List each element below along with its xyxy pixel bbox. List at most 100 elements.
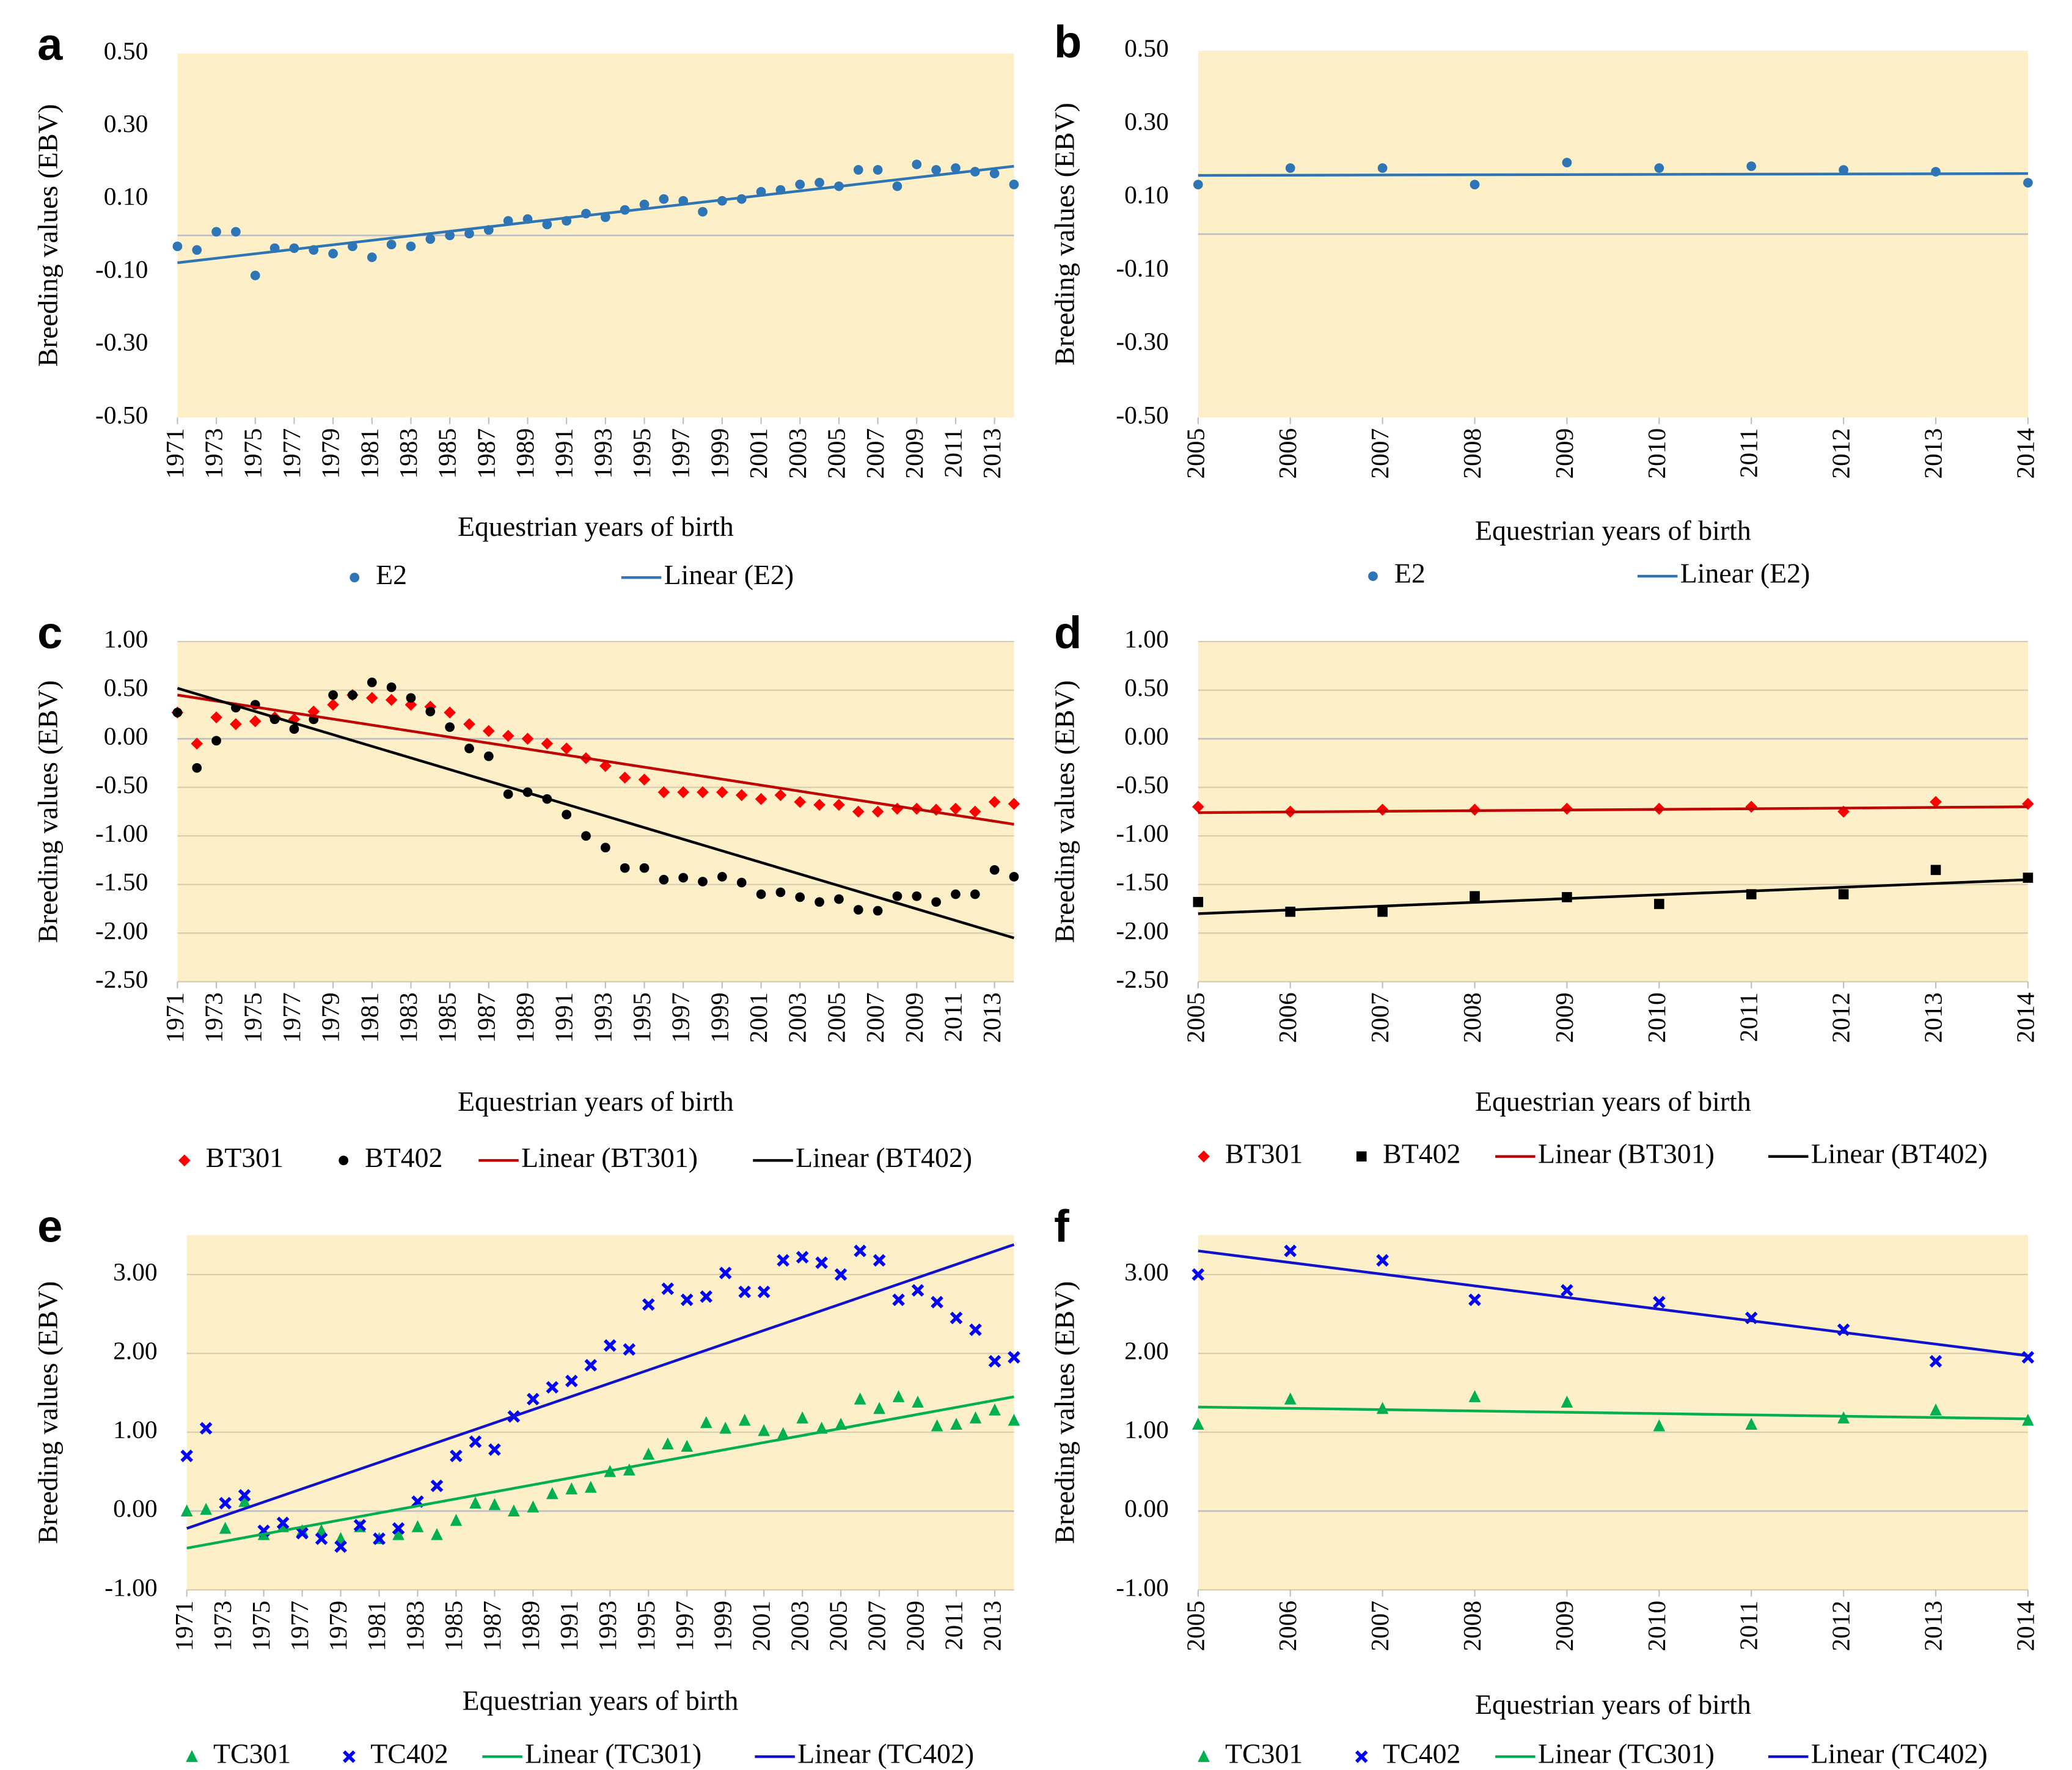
data-point (659, 194, 669, 204)
data-point (527, 1392, 540, 1406)
data-point (969, 1323, 982, 1336)
x-tick-label: 1975 (238, 428, 266, 479)
y-tick-label: 2.00 (113, 1337, 158, 1365)
data-point (756, 889, 766, 899)
legend-swatch (178, 1154, 191, 1167)
x-tick-label: 1987 (472, 992, 500, 1043)
data-point (560, 742, 573, 755)
data-point (892, 1293, 905, 1306)
data-point (777, 1427, 789, 1439)
data-point (1561, 1395, 1573, 1408)
data-point (425, 706, 436, 717)
data-point (463, 718, 475, 731)
data-point (386, 682, 397, 692)
data-point (642, 1447, 655, 1460)
data-point (681, 1439, 694, 1452)
x-tick-label: 1971 (170, 1601, 198, 1651)
data-point (541, 737, 554, 750)
x-tick-label: 2008 (1458, 1601, 1486, 1651)
data-point (430, 1479, 444, 1493)
data-point (796, 1411, 808, 1424)
y-tick-label: 3.00 (1124, 1258, 1169, 1286)
x-axis-title: Equestrian years of birth (1475, 1086, 1751, 1117)
x-tick-label: 1977 (285, 1601, 313, 1651)
x-tick-label: 2007 (863, 1601, 891, 1651)
data-point (1561, 1284, 1573, 1297)
x-tick-label: 1989 (511, 428, 539, 479)
data-point (623, 1343, 636, 1356)
y-tick-label: 0.50 (104, 37, 148, 65)
data-point (604, 1339, 617, 1352)
data-point (406, 693, 416, 703)
y-tick-label: -0.30 (95, 328, 148, 356)
x-tick-label: 1985 (433, 428, 461, 479)
data-point (192, 245, 202, 255)
y-tick-label: -1.50 (95, 868, 148, 896)
data-point (716, 786, 728, 799)
data-point (464, 744, 474, 753)
data-point (1839, 165, 1848, 175)
data-point (1008, 797, 1020, 810)
x-tick-label: 2007 (1366, 1601, 1394, 1651)
data-point (584, 1359, 598, 1372)
y-tick-label: 1.00 (1124, 1416, 1169, 1444)
x-axis-title: Equestrian years of birth (1475, 1689, 1751, 1720)
data-point (1468, 1390, 1481, 1402)
data-point (1193, 897, 1204, 907)
data-point (1468, 1293, 1481, 1306)
data-point (469, 1435, 482, 1448)
y-tick-label: -2.00 (1116, 916, 1168, 945)
y-tick-label: -0.10 (1116, 254, 1168, 282)
data-point (464, 229, 474, 239)
data-point (795, 180, 805, 189)
data-point (2023, 872, 2034, 883)
x-tick-label: 1997 (667, 992, 695, 1043)
data-point (1929, 1355, 1942, 1368)
data-point (508, 1504, 520, 1516)
data-point (892, 181, 902, 191)
trend-line (1198, 805, 2028, 814)
x-tick-label: 1973 (200, 428, 228, 479)
data-point (775, 887, 786, 898)
data-point (219, 1521, 232, 1534)
data-point (1377, 163, 1388, 173)
legend-label: E2 (1394, 558, 1426, 589)
x-tick-label: 2013 (1919, 428, 1947, 479)
data-point (231, 227, 241, 237)
y-tick-label: 0.50 (1124, 34, 1169, 62)
data-point (562, 810, 572, 820)
data-point (230, 718, 242, 731)
data-point (334, 1540, 347, 1553)
trend-line (1198, 1405, 2028, 1421)
x-tick-label: 2011 (940, 1601, 968, 1650)
y-tick-label: 1.00 (104, 625, 148, 653)
y-tick-label: 0.30 (1124, 108, 1169, 136)
y-tick-label: 0.30 (104, 109, 148, 137)
data-point (735, 789, 748, 802)
data-point (1192, 1268, 1205, 1281)
data-point (296, 1524, 309, 1537)
data-point (211, 736, 221, 746)
x-tick-label: 1977 (277, 992, 306, 1043)
data-point (659, 874, 669, 885)
data-point (1653, 1419, 1666, 1432)
x-tick-label: 1991 (550, 992, 578, 1043)
x-tick-label: 1999 (709, 1601, 737, 1651)
legend-swatch (343, 1750, 356, 1763)
data-point (172, 241, 183, 252)
legend-label: Linear (BT402) (796, 1142, 972, 1173)
data-point (871, 805, 884, 818)
data-point (1930, 865, 1941, 876)
data-point (444, 706, 456, 719)
y-tick-label: -2.50 (95, 965, 148, 993)
x-tick-label: 2013 (978, 992, 1006, 1043)
x-tick-label: 2011 (1735, 428, 1763, 478)
y-tick-label: -2.50 (1116, 965, 1168, 993)
legend-swatch (186, 1750, 198, 1762)
trend-line (186, 1243, 1015, 1530)
data-point (219, 1497, 232, 1510)
data-point (328, 690, 338, 700)
data-point (815, 897, 824, 907)
data-point (373, 1532, 386, 1545)
x-tick-label: 2008 (1458, 992, 1486, 1043)
